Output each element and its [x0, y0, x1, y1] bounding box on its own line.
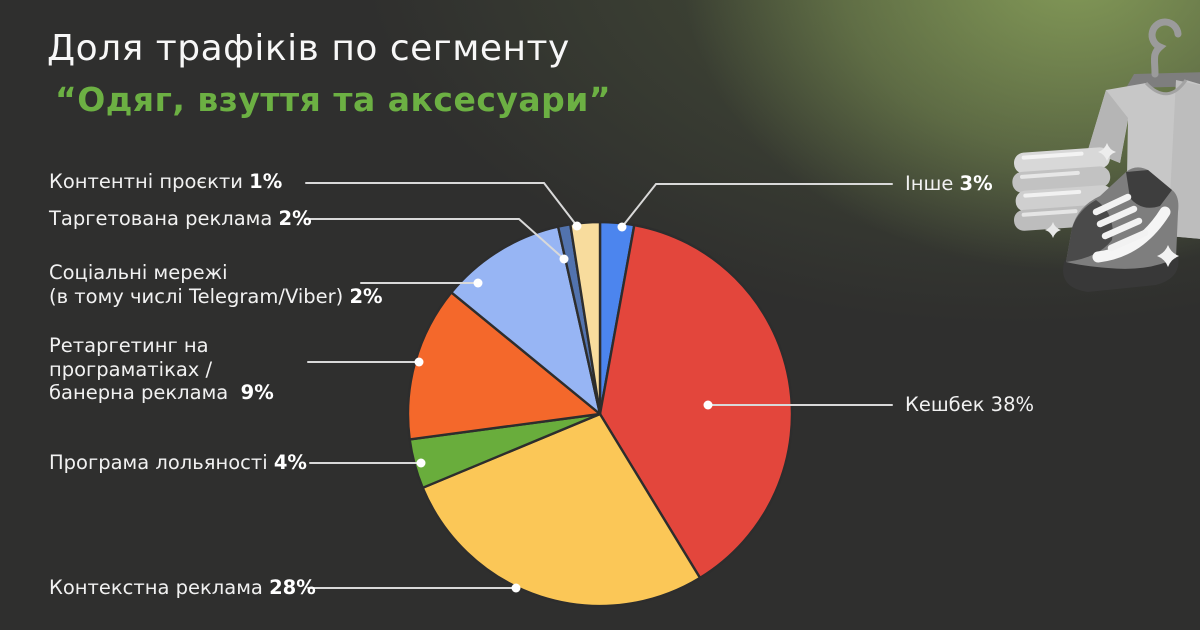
leader-line-targeted: [305, 218, 565, 260]
pie-slice-context: [421, 412, 702, 608]
callout-label-context: Контекстна реклама 28%: [49, 576, 316, 599]
page-title: Доля трафіків по сегменту: [47, 28, 570, 69]
leader-dot-targeted: [559, 254, 569, 264]
hanger-hook-icon: [1148, 18, 1182, 78]
page-subtitle: “Одяг, взуття та аксесуари”: [55, 80, 612, 119]
callout-label-other: Інше 3%: [905, 172, 993, 195]
leader-dot-other: [617, 222, 627, 232]
pie-slice-cashback: [598, 223, 794, 580]
sparkle-icon: [1098, 143, 1116, 161]
leader-dot-context: [511, 583, 521, 593]
pie-slices: [406, 220, 794, 608]
leader-lines: [305, 182, 893, 593]
callout-label-retargeting: Ретаргетинг на програматіках / банерна рек…: [49, 334, 274, 404]
leader-dot-retargeting: [414, 357, 424, 367]
callout-label-social: Соціальні мережі (в тому числі Telegram/V…: [49, 261, 383, 308]
sparkle-icon: [1045, 222, 1061, 238]
sparkle-icon: [1157, 245, 1179, 267]
callout-label-loyalty: Програма лольяності 4%: [49, 451, 307, 474]
leader-line-content: [305, 182, 578, 227]
leader-dot-cashback: [703, 400, 713, 410]
leader-dot-social: [473, 278, 483, 288]
leader-dot-loyalty: [416, 458, 426, 468]
leader-line-other: [621, 183, 893, 228]
sneaker-icon: [1063, 167, 1179, 292]
sneaker-laces: [1092, 193, 1149, 252]
callout-label-cashback: Кешбек 38%: [905, 393, 1035, 416]
callout-label-targeted: Таргетована реклама 2%: [49, 207, 312, 230]
clothing-illustration: [1012, 18, 1200, 292]
leader-dot-content: [572, 221, 582, 231]
pie-slice-content: [569, 220, 602, 416]
callout-label-content: Контентні проєкти 1%: [49, 170, 283, 193]
pie-slice-social: [450, 225, 602, 416]
